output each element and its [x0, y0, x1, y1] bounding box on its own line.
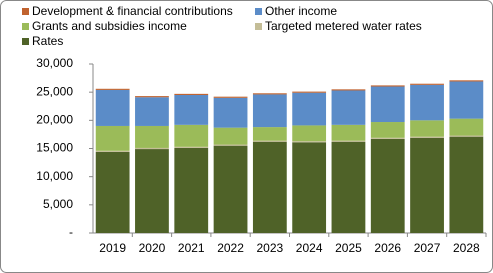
legend-label: Development & financial contributions	[32, 4, 233, 18]
y-tick-label: 5,000	[43, 197, 73, 211]
x-tick-label: 2027	[414, 241, 441, 255]
bar-segment	[410, 83, 444, 85]
bar-segment	[370, 86, 405, 123]
bar-segment	[135, 149, 169, 233]
bar-segment	[135, 97, 169, 126]
bar-segment	[174, 93, 209, 95]
legend-label: Other income	[265, 4, 337, 18]
bar-segment	[252, 93, 287, 95]
bar-segment	[213, 144, 248, 146]
bar-segment	[213, 97, 248, 128]
bar-segment	[449, 136, 484, 233]
legend-label: Grants and subsidies income	[32, 19, 187, 33]
bar-segment	[410, 137, 444, 233]
bar-segment	[174, 147, 209, 233]
bar-segment	[213, 127, 248, 145]
bar-segment	[449, 80, 484, 82]
bar-segment	[331, 140, 366, 142]
x-tick-label: 2020	[139, 241, 166, 255]
bar-segment	[252, 141, 287, 233]
bar-segment	[95, 125, 130, 151]
x-tick-label: 2023	[256, 241, 283, 255]
x-tick-label: 2024	[296, 241, 323, 255]
y-tick-label: 25,000	[36, 84, 73, 98]
bar-segment	[174, 146, 209, 148]
bar-segment	[135, 147, 169, 150]
bar-segment	[292, 142, 327, 233]
bar-segment	[331, 89, 366, 91]
y-tick-label: 15,000	[36, 141, 73, 155]
x-tick-label: 2021	[178, 241, 205, 255]
bar-segment	[331, 124, 366, 141]
bar-segment	[213, 96, 248, 98]
x-tick-label: 2019	[99, 241, 126, 255]
bar-segment	[292, 141, 327, 143]
legend-label: Targeted metered water rates	[265, 19, 422, 33]
bar-segment	[370, 137, 405, 139]
bar-segment	[95, 150, 130, 152]
bar-segment	[135, 96, 169, 98]
bar-segment	[410, 136, 444, 138]
y-tick-label: 20,000	[36, 113, 73, 127]
bar-segment	[449, 118, 484, 136]
x-tick-label: 2026	[374, 241, 401, 255]
bar-segment	[135, 125, 169, 148]
y-tick-label: 30,000	[36, 56, 73, 70]
y-tick-label: -	[69, 225, 73, 239]
x-tick-label: 2025	[335, 241, 362, 255]
legend-swatch	[255, 8, 262, 15]
bar-segment	[370, 138, 405, 233]
legend-swatch	[22, 38, 29, 45]
bar-segment	[331, 141, 366, 233]
bar-segment	[252, 140, 287, 142]
legend-label: Rates	[32, 34, 63, 48]
bar-segment	[370, 122, 405, 138]
bar-segment	[292, 125, 327, 142]
bar-segment	[95, 151, 130, 233]
bar-segment	[370, 85, 405, 87]
bar-segment	[449, 81, 484, 119]
bar-segment	[213, 145, 248, 233]
bar-segment	[252, 127, 287, 141]
bar-segment	[292, 92, 327, 126]
bar-segment	[292, 91, 327, 93]
bar-segment	[331, 90, 366, 125]
bar-segment	[252, 94, 287, 128]
bar-segment	[174, 124, 209, 147]
legend-swatch	[22, 8, 29, 15]
bar-segment	[449, 135, 484, 137]
bar-segment	[410, 120, 444, 137]
bar-segment	[410, 84, 444, 121]
x-tick-label: 2022	[217, 241, 244, 255]
bar-segment	[95, 88, 130, 90]
bar-segment	[174, 94, 209, 125]
bar-segment	[95, 89, 130, 126]
legend-swatch	[22, 23, 29, 30]
legend-swatch	[255, 23, 262, 30]
y-tick-label: 10,000	[36, 169, 73, 183]
x-tick-label: 2028	[453, 241, 480, 255]
